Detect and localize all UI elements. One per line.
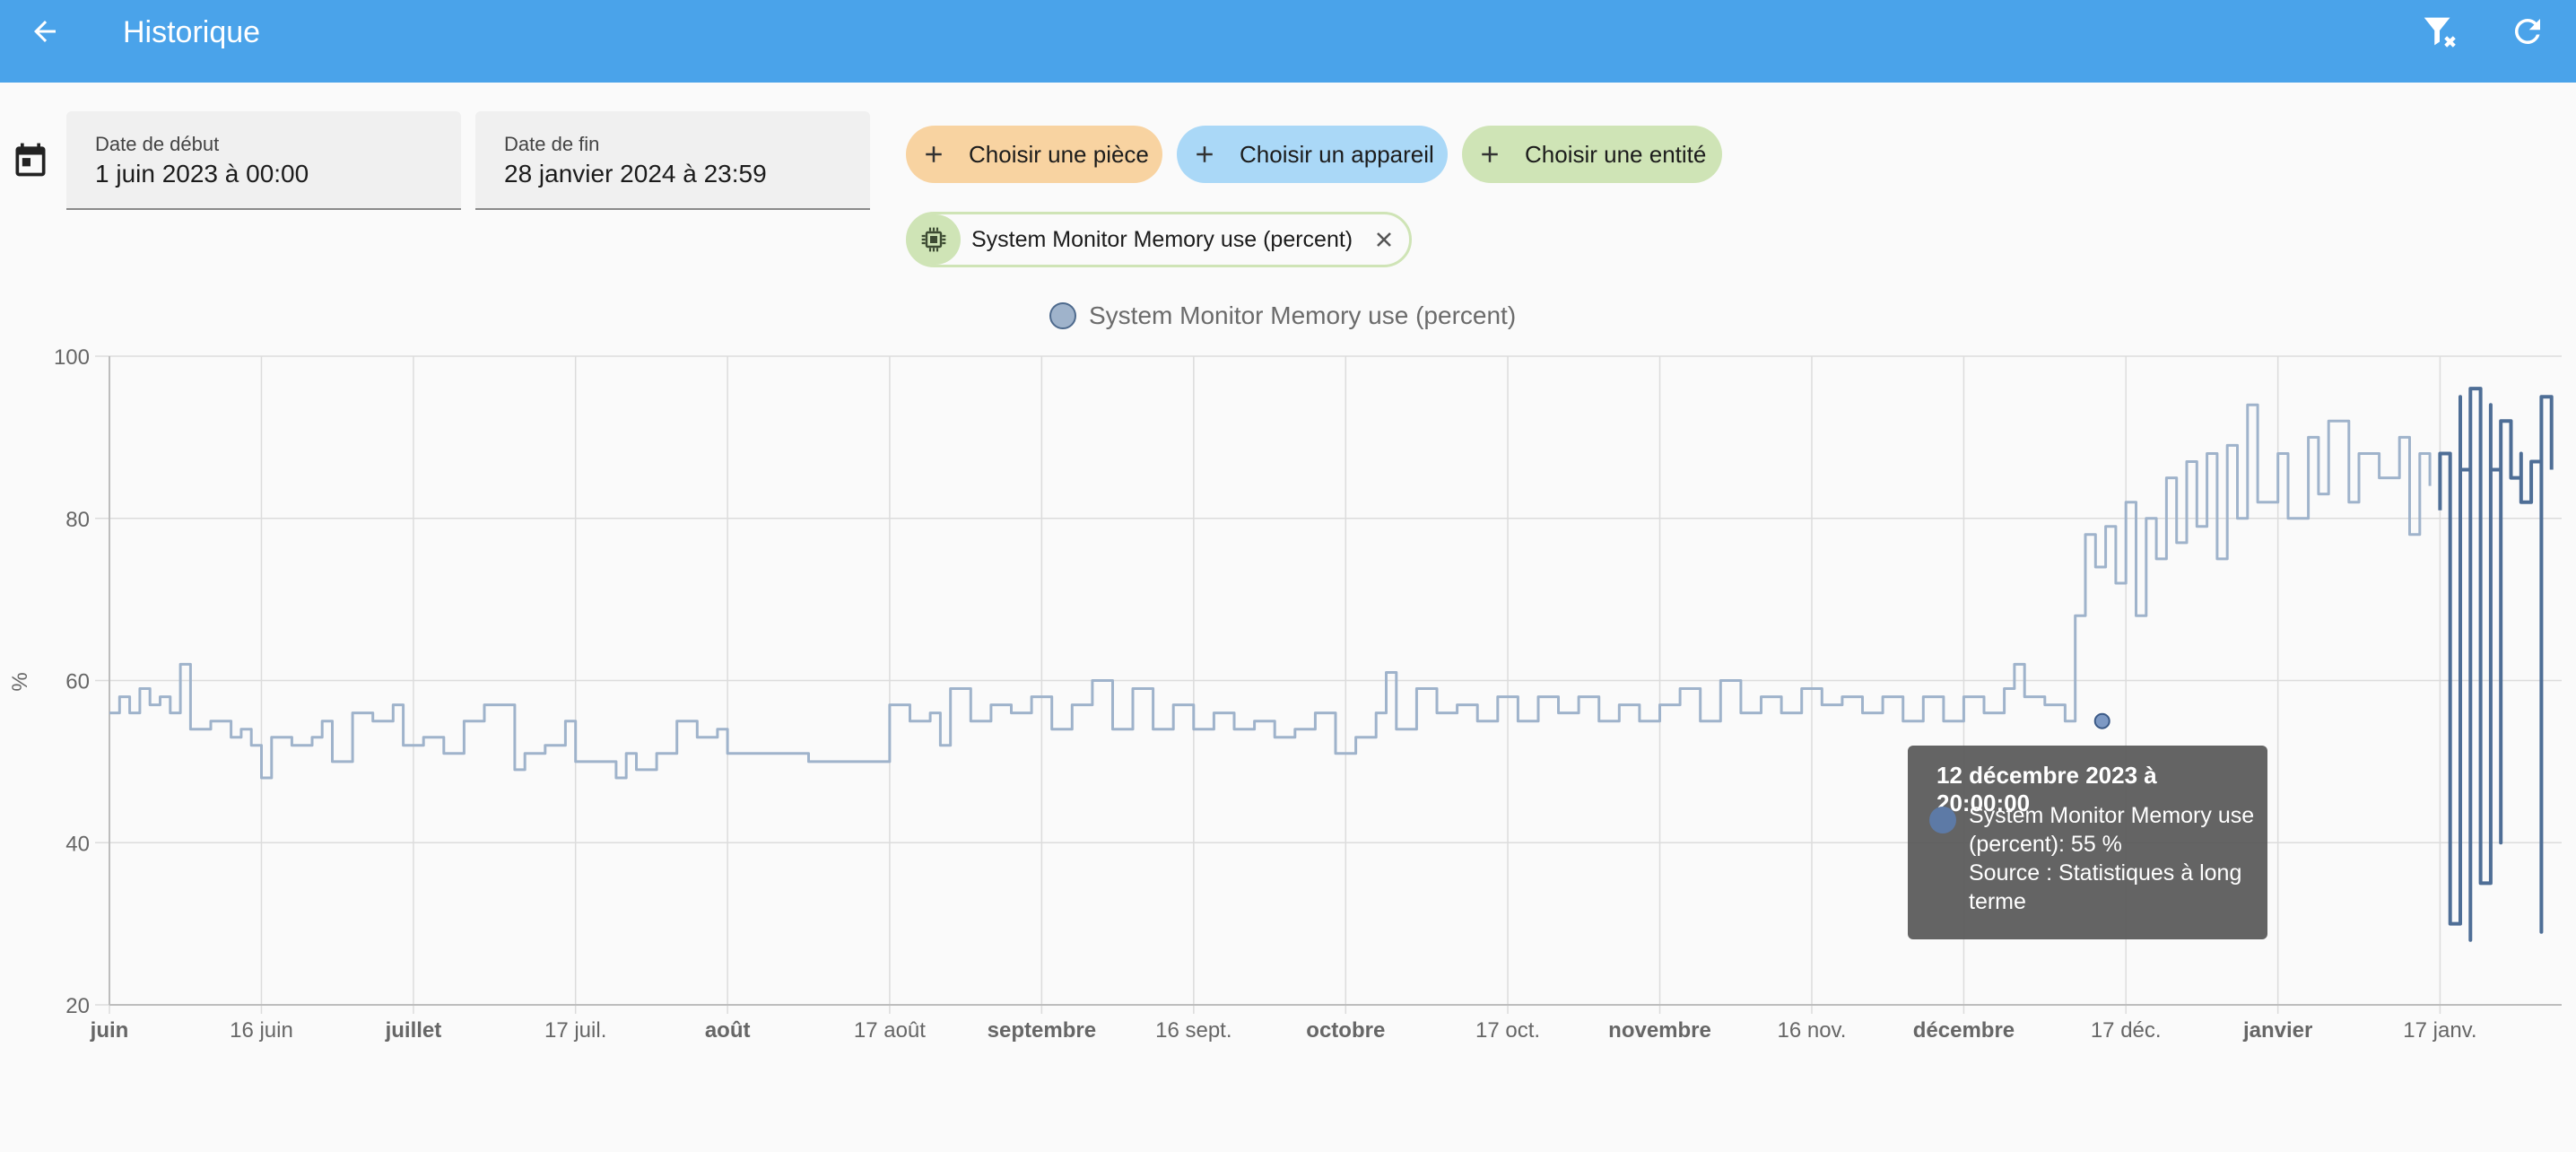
y-tick-label: 100	[54, 345, 90, 370]
start-date-field[interactable]: Date de début 1 juin 2023 à 00:00	[66, 111, 461, 210]
x-tick-label: 16 sept.	[1155, 1018, 1231, 1043]
refresh-button[interactable]	[2502, 11, 2553, 52]
y-axis-label: %	[8, 672, 32, 691]
x-tick-label: 17 déc.	[2091, 1018, 2162, 1043]
x-tick-label: décembre	[1913, 1018, 2015, 1043]
selected-entity-chip[interactable]: System Monitor Memory use (percent)	[906, 212, 1412, 267]
choose-room-label: Choisir une pièce	[969, 140, 1149, 168]
x-tick-label: 16 juin	[230, 1018, 293, 1043]
filter-remove-icon	[2424, 17, 2456, 48]
end-date-label: Date de fin	[504, 133, 600, 155]
back-button[interactable]	[20, 11, 70, 52]
x-tick-label: juin	[90, 1018, 129, 1043]
highlight-point	[2093, 712, 2110, 729]
x-tick-label: 17 juil.	[544, 1018, 606, 1043]
tooltip-body: System Monitor Memory use (percent): 55 …	[1969, 801, 2256, 916]
choose-entity-label: Choisir une entité	[1525, 140, 1707, 168]
y-tick-label: 20	[65, 994, 90, 1018]
plus-icon	[1476, 138, 1503, 170]
x-tick-label: 17 janv.	[2403, 1018, 2476, 1043]
close-icon[interactable]	[1371, 227, 1397, 252]
top-app-bar: Historique	[0, 0, 2576, 83]
x-tick-label: 16 nov.	[1778, 1018, 1847, 1043]
tooltip-source-cont: terme	[1969, 889, 2026, 914]
y-tick-label: 40	[65, 832, 90, 856]
x-tick-label: 17 oct.	[1475, 1018, 1540, 1043]
refresh-icon	[2514, 18, 2540, 44]
series-line	[2438, 387, 2554, 942]
x-tick-label: octobre	[1306, 1018, 1385, 1043]
start-date-label: Date de début	[95, 133, 220, 155]
chip-icon	[907, 214, 961, 265]
selected-entity-label: System Monitor Memory use (percent)	[971, 226, 1353, 252]
calendar-icon[interactable]	[11, 138, 50, 181]
tooltip-series-name: System Monitor Memory use	[1969, 803, 2255, 828]
x-tick-label: novembre	[1608, 1018, 1711, 1043]
plus-icon	[920, 138, 947, 170]
tooltip-title: 12 décembre 2023 à 20:00:00	[1936, 762, 2157, 816]
chart-tooltip: 12 décembre 2023 à 20:00:00 System Monit…	[1908, 746, 2267, 939]
x-tick-label: septembre	[988, 1018, 1096, 1043]
clear-filters-button[interactable]	[2415, 11, 2465, 52]
chart-legend-item[interactable]: System Monitor Memory use (percent)	[1049, 300, 1516, 332]
series-line	[109, 403, 2432, 780]
y-tick-label: 60	[65, 670, 90, 694]
start-date-value: 1 juin 2023 à 00:00	[95, 160, 309, 188]
end-date-value: 28 janvier 2024 à 23:59	[504, 160, 767, 188]
y-tick-label: 80	[65, 508, 90, 532]
end-date-field[interactable]: Date de fin 28 janvier 2024 à 23:59	[475, 111, 870, 210]
page-title: Historique	[123, 15, 261, 49]
x-tick-label: 17 août	[854, 1018, 926, 1043]
choose-device-button[interactable]: Choisir un appareil	[1177, 126, 1448, 183]
choose-device-label: Choisir un appareil	[1240, 140, 1434, 168]
history-chart[interactable]: 20 40 60 80 100 juin 16 juin juillet 17 juil. aoû…	[0, 332, 2576, 1068]
legend-swatch	[1049, 302, 1076, 329]
choose-room-button[interactable]: Choisir une pièce	[906, 126, 1162, 183]
x-tick-label: janvier	[2242, 1018, 2312, 1043]
choose-entity-button[interactable]: Choisir une entité	[1462, 126, 1722, 183]
arrow-left-icon	[34, 21, 56, 42]
legend-label: System Monitor Memory use (percent)	[1089, 301, 1517, 329]
x-tick-label: juillet	[385, 1018, 442, 1043]
tooltip-value: (percent): 55 %	[1969, 832, 2122, 857]
x-tick-label: août	[705, 1018, 751, 1043]
plus-icon	[1191, 138, 1218, 170]
tooltip-source: Source : Statistiques à long	[1969, 860, 2242, 886]
tooltip-series-marker	[1929, 807, 1956, 833]
